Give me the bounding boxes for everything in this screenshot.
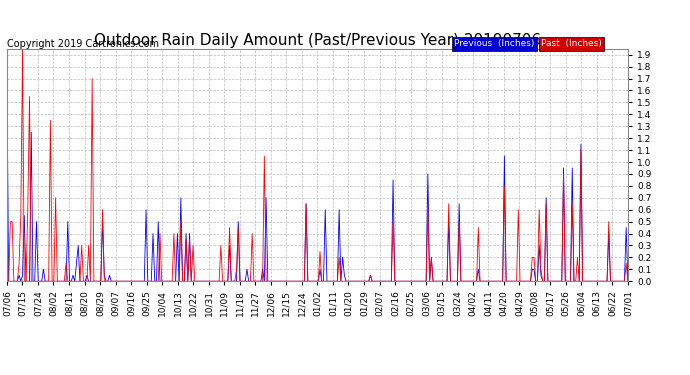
Text: Past  (Inches): Past (Inches) (541, 39, 602, 48)
Text: Previous  (Inches): Previous (Inches) (454, 39, 534, 48)
Title: Outdoor Rain Daily Amount (Past/Previous Year) 20190706: Outdoor Rain Daily Amount (Past/Previous… (94, 33, 541, 48)
Text: Copyright 2019 Cartronics.com: Copyright 2019 Cartronics.com (7, 39, 159, 50)
